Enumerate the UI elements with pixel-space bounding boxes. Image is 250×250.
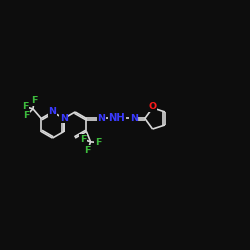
Text: NH: NH xyxy=(108,114,125,124)
Text: F: F xyxy=(80,134,86,143)
Text: O: O xyxy=(148,102,156,111)
Text: N: N xyxy=(60,114,68,123)
Text: N: N xyxy=(130,114,138,123)
Text: F: F xyxy=(95,138,101,147)
Text: F: F xyxy=(23,111,29,120)
Text: F: F xyxy=(31,96,38,105)
Text: N: N xyxy=(48,108,56,116)
Text: F: F xyxy=(84,146,91,154)
Text: N: N xyxy=(98,114,106,123)
Text: F: F xyxy=(22,102,29,111)
